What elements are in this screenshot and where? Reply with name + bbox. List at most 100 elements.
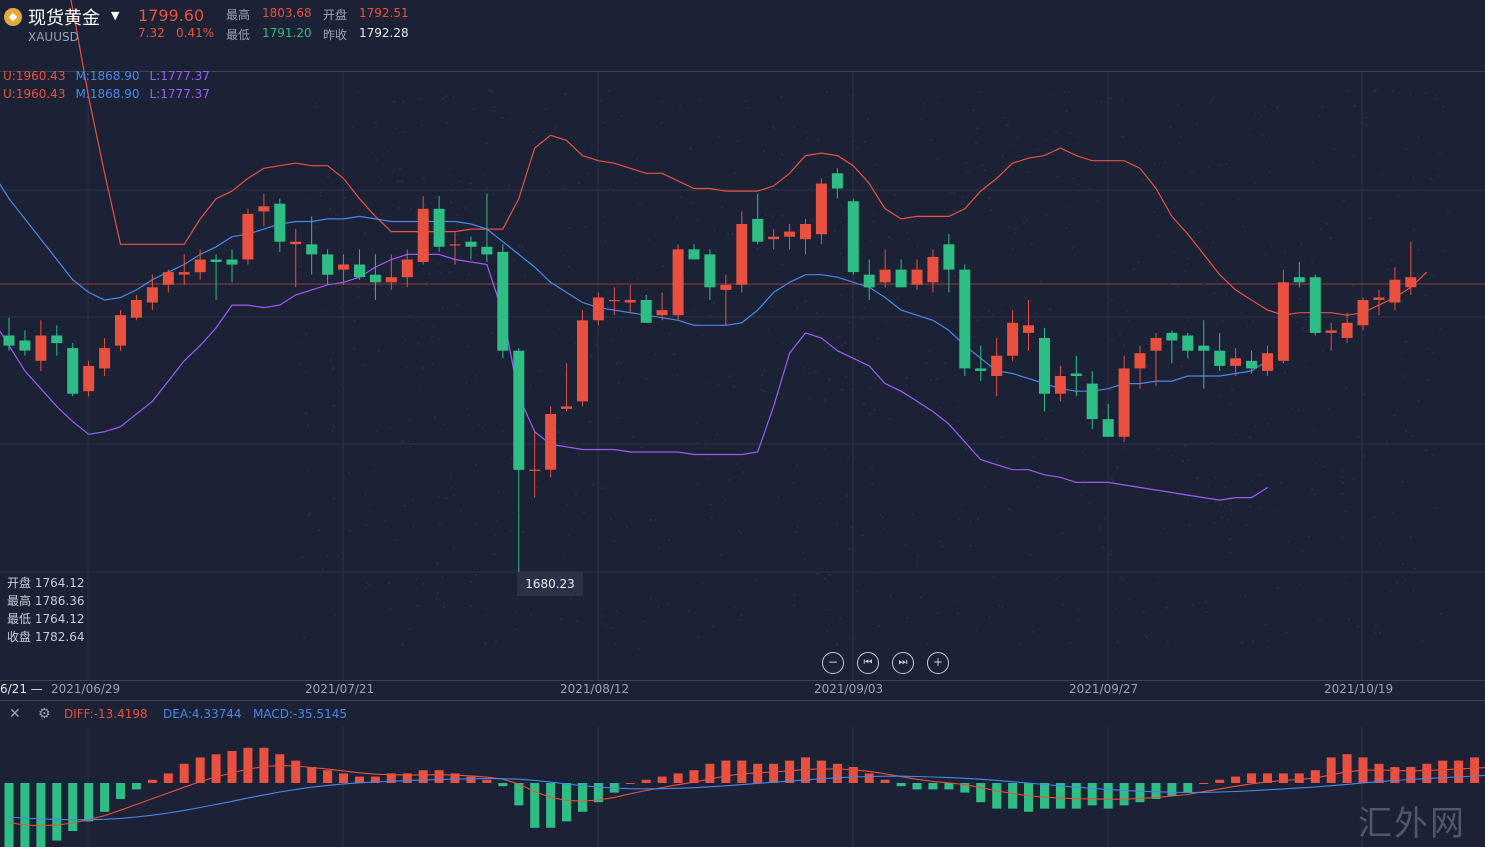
macd-histogram-bar [1024,783,1033,812]
map-dot [647,238,650,241]
map-dot [1205,610,1208,614]
map-dot [873,408,876,411]
map-dot [1417,248,1420,251]
map-dot [701,334,704,337]
map-dot [777,496,780,499]
date-tick: 2021/10/19 [1324,682,1394,696]
map-dot [465,381,468,385]
map-dot [495,520,498,523]
map-dot [780,95,783,98]
world-map-background [298,89,1450,651]
map-dot [716,433,719,436]
map-dot [792,481,795,484]
map-dot [303,636,306,640]
map-dot [1365,116,1368,120]
instrument-title[interactable]: 现货黄金 [28,8,100,29]
map-dot [1165,606,1168,609]
map-dot [419,386,422,389]
map-dot [1103,517,1106,520]
jump-end-button[interactable]: ⏭ [892,652,914,674]
map-dot [860,253,864,256]
map-dot [314,226,317,229]
map-dot [881,516,884,519]
map-dot [1065,109,1068,113]
macd-histogram-bar [68,783,78,831]
map-dot [402,100,405,103]
map-dot [635,158,639,161]
map-dot [738,529,741,532]
map-dot [401,286,404,289]
map-dot [1321,105,1324,108]
close-icon[interactable]: ✕ [9,706,21,722]
map-dot [976,319,979,322]
map-dot [1168,494,1172,497]
map-dot [953,209,956,212]
macd-histogram-bar [402,773,412,783]
map-dot [936,102,939,105]
map-dot [1258,473,1261,476]
candle-body [640,300,652,323]
map-dot [972,335,975,339]
map-dot [1191,603,1195,607]
map-dot [658,546,661,549]
map-dot [1211,97,1214,100]
candle-body [1086,383,1098,420]
map-dot [1401,562,1405,566]
map-dot [1311,261,1314,264]
candle-body [991,355,1003,376]
map-dot [870,387,873,390]
chevron-down-icon[interactable]: ▼ [111,9,120,22]
map-dot [906,325,909,328]
map-dot [1276,586,1280,589]
map-dot [560,618,563,621]
map-dot [1404,340,1407,343]
map-dot [679,104,682,107]
map-dot [1417,135,1420,138]
map-dot [713,229,716,232]
map-dot [1241,641,1244,644]
map-dot [733,605,736,608]
map-dot [1397,270,1400,274]
map-dot [1179,135,1182,138]
macd-histogram-bar [116,783,125,799]
map-dot [1076,393,1079,396]
map-dot [484,607,488,610]
map-dot [595,343,599,346]
map-dot [839,252,842,255]
map-dot [1402,377,1405,380]
map-dot [307,197,310,200]
map-dot [1110,298,1113,301]
map-dot [452,96,455,99]
zoom-in-button[interactable]: + [927,652,949,674]
jump-start-button[interactable]: ⏮ [857,652,879,674]
gear-icon[interactable]: ⚙ [38,706,51,722]
map-dot [1099,100,1102,104]
map-dot [1049,308,1052,311]
map-dot [1053,373,1056,376]
map-dot [957,419,960,422]
macd-histogram-bar [163,773,173,783]
map-dot [836,522,839,526]
macd-histogram-bar [243,747,253,783]
candle-body [592,297,604,321]
map-dot [1197,232,1200,235]
map-dot [1023,221,1026,224]
candle-body [401,259,413,278]
map-dot [604,240,607,243]
map-dot [474,463,478,466]
map-dot [807,187,810,190]
map-dot [386,150,389,153]
map-dot [756,247,759,250]
map-dot [1435,94,1438,97]
zoom-out-button[interactable]: − [822,652,844,674]
map-dot [861,534,864,537]
map-dot [597,411,600,414]
map-dot [1210,441,1213,444]
map-dot [401,180,404,183]
map-dot [859,247,863,250]
date-tick: 2021/09/03 [814,682,884,696]
map-dot [1018,644,1021,647]
map-dot [1381,173,1384,176]
map-dot [590,354,593,357]
